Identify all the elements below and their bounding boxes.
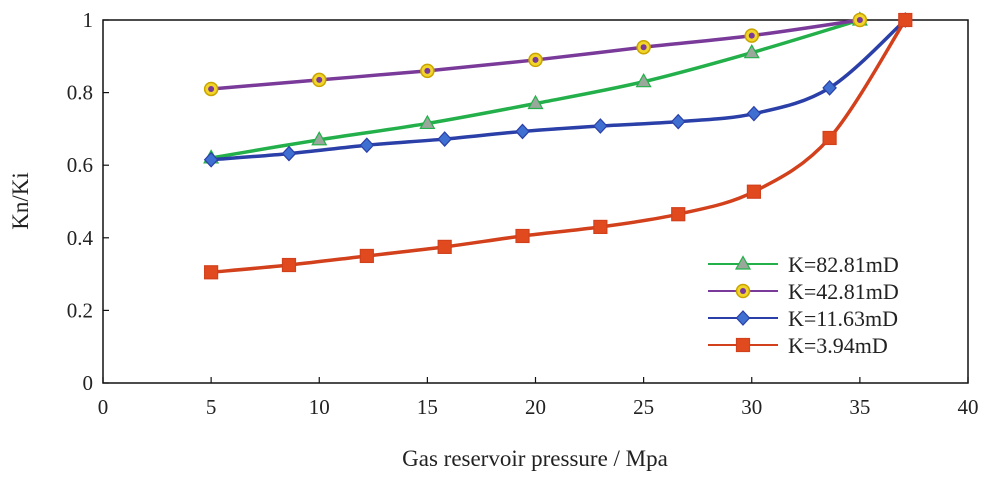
marker (420, 63, 435, 79)
marker (898, 12, 913, 28)
marker (437, 131, 452, 147)
marker (746, 184, 762, 199)
marker (359, 248, 374, 264)
legend-label: K=42.81mD (788, 279, 899, 304)
marker (822, 130, 837, 146)
y-tick-label: 0.4 (67, 226, 94, 250)
legend-label: K=3.94mD (788, 333, 888, 358)
marker (593, 219, 608, 235)
legend-label: K=82.81mD (788, 252, 899, 277)
marker (593, 118, 608, 134)
x-tick-label: 15 (417, 395, 438, 419)
marker-core (532, 56, 539, 63)
marker (852, 12, 868, 28)
y-tick-label: 1 (83, 8, 94, 32)
y-axis-title: Kn/Ki (8, 172, 33, 230)
marker (636, 39, 651, 55)
legend-label: K=11.63mD (788, 306, 898, 331)
marker-core (208, 85, 215, 92)
y-tick-label: 0 (83, 371, 94, 395)
series-line (210, 18, 907, 162)
legend-marker (735, 310, 751, 326)
marker-core (748, 32, 755, 39)
marker (437, 239, 452, 254)
legend-marker (734, 255, 752, 270)
marker (746, 105, 762, 122)
y-tick-label: 0.8 (67, 81, 93, 105)
marker (311, 131, 328, 146)
marker (822, 79, 837, 96)
marker (281, 145, 297, 162)
marker (515, 123, 530, 140)
marker-core (424, 67, 431, 74)
marker (670, 113, 686, 130)
marker (281, 257, 297, 273)
x-tick-label: 20 (525, 395, 546, 419)
marker (528, 52, 543, 68)
x-tick-label: 25 (633, 395, 654, 419)
marker (515, 228, 530, 244)
marker-core (316, 76, 323, 83)
marker-core (740, 288, 746, 294)
marker (743, 43, 760, 59)
y-tick-label: 0.6 (67, 153, 93, 177)
legend-marker (735, 337, 751, 353)
legend-marker (735, 283, 751, 299)
marker (635, 72, 652, 88)
x-tick-label: 0 (98, 395, 109, 419)
marker-core (856, 17, 863, 23)
marker (419, 114, 436, 130)
x-tick-label: 5 (206, 395, 217, 419)
series-line (210, 18, 861, 160)
marker (671, 207, 686, 222)
x-tick-label: 10 (309, 395, 330, 419)
marker (204, 265, 219, 280)
marker (527, 94, 544, 110)
x-tick-label: 30 (741, 395, 762, 419)
x-tick-label: 35 (849, 395, 870, 419)
marker (744, 28, 759, 43)
marker (312, 72, 327, 88)
series-line (210, 19, 907, 275)
y-tick-label: 0.2 (67, 298, 93, 322)
marker (359, 137, 375, 154)
x-tick-label: 40 (958, 395, 979, 419)
x-axis-title: Gas reservoir pressure / Mpa (402, 446, 668, 471)
marker (203, 151, 219, 168)
marker (203, 81, 219, 97)
marker-core (640, 44, 647, 51)
